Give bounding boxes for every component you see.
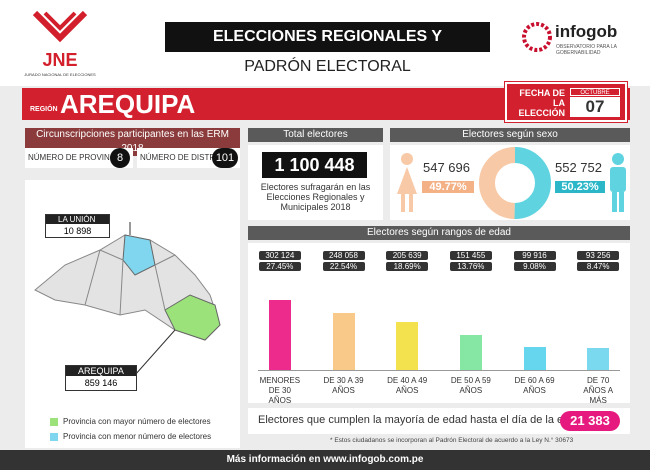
more-info: Más información en www.infogob.com.pe <box>0 450 650 470</box>
prov-value: 8 <box>110 148 130 168</box>
age-value-label: 302 124 <box>258 251 301 260</box>
min-label: LA UNIÓN <box>46 215 109 224</box>
female-icon <box>397 153 417 212</box>
mayoria-value: 21 383 <box>560 411 620 431</box>
baseline <box>258 370 620 371</box>
male-icon <box>610 153 626 212</box>
infogob-logo: infogob <box>555 22 618 41</box>
prov-label: NÚMERO DE PROVINCIAS <box>28 153 129 162</box>
date-day: 07 <box>570 97 620 117</box>
age-percent-label: 8.47% <box>577 262 620 271</box>
dist-value: 101 <box>212 148 238 168</box>
x-tick-label: DE 40 A 49 AÑOS <box>387 376 428 395</box>
age-value-label: 248 058 <box>322 251 365 260</box>
age-percent-label: 27.45% <box>258 262 301 271</box>
title: ELECCIONES REGIONALES Y MUNICIPALES <box>165 22 490 75</box>
min-value: 10 898 <box>63 226 92 236</box>
subtitle: PADRÓN ELECTORAL <box>244 58 411 75</box>
infogob-sub: OBSERVATORIO PARA LA GOBERNABILIDAD <box>556 44 617 56</box>
dist-label: NÚMERO DE DISTRITOS <box>140 153 234 162</box>
total-note: Electores sufragarán en las Elecciones R… <box>260 182 371 212</box>
jne-logo: JNE <box>42 50 78 70</box>
legend-max-swatch <box>50 418 58 426</box>
region-label: REGIÓN <box>30 106 58 113</box>
date-label: FECHA DE LA ELECCIÓN <box>518 88 565 118</box>
bar <box>587 348 610 370</box>
legend-min: Provincia con menor número de electores <box>63 432 212 441</box>
age-panel: 302 124 27.45% MENORES DE 30 AÑOS 248 058 22… <box>248 243 630 405</box>
bar <box>459 334 482 370</box>
age-percent-label: 9.08% <box>513 262 556 271</box>
male-percent: 50.23% <box>555 181 605 193</box>
max-label: AREQUIPA <box>66 366 136 376</box>
map <box>34 222 221 376</box>
bar <box>332 312 355 370</box>
date-month: OCTUBRE <box>570 88 620 96</box>
x-tick-label: DE 70 AÑOS A MÁS <box>583 376 614 405</box>
x-tick-label: DE 30 A 39 AÑOS <box>323 376 364 395</box>
jne-emblem <box>32 10 88 43</box>
age-value-label: 205 639 <box>386 251 429 260</box>
sex-title: Electores según sexo <box>390 128 630 142</box>
region-name: AREQUIPA <box>60 89 196 119</box>
age-value-label: 93 256 <box>577 251 620 260</box>
legend-max: Provincia con mayor número de electores <box>63 417 211 426</box>
mayoria-text: Electores que cumplen la mayoría de edad… <box>258 414 602 426</box>
mayoria-note: * Estos ciudadanos se incorporan al Padr… <box>330 437 574 444</box>
jne-sub: JURADO NACIONAL DE ELECCIONES <box>24 72 96 77</box>
total-value: 1 100 448 <box>262 152 367 178</box>
prov-box <box>25 148 133 168</box>
x-tick-label: MENORES DE 30 AÑOS <box>259 376 301 405</box>
total-title: Total electores <box>248 128 383 142</box>
bar <box>268 300 291 370</box>
age-percent-label: 13.76% <box>449 262 492 271</box>
age-value-label: 99 916 <box>513 251 556 260</box>
sex-donut <box>479 147 551 219</box>
female-percent: 49.77% <box>422 181 474 193</box>
bar <box>523 346 546 370</box>
x-tick-label: DE 50 A 59 AÑOS <box>450 376 491 395</box>
age-value-label: 151 455 <box>449 251 492 260</box>
bar <box>396 322 419 370</box>
infogob-icon <box>522 22 552 52</box>
male-value: 552 752 <box>555 160 602 175</box>
age-percent-label: 22.54% <box>322 262 365 271</box>
age-title: Electores según rangos de edad <box>248 226 630 240</box>
legend-min-swatch <box>50 433 58 441</box>
max-value: 859 146 <box>84 378 118 388</box>
female-value: 547 696 <box>423 160 470 175</box>
age-percent-label: 18.69% <box>386 262 429 271</box>
donut-segment <box>514 147 551 219</box>
donut-segment <box>479 147 516 219</box>
x-tick-label: DE 60 A 69 AÑOS <box>514 376 555 395</box>
